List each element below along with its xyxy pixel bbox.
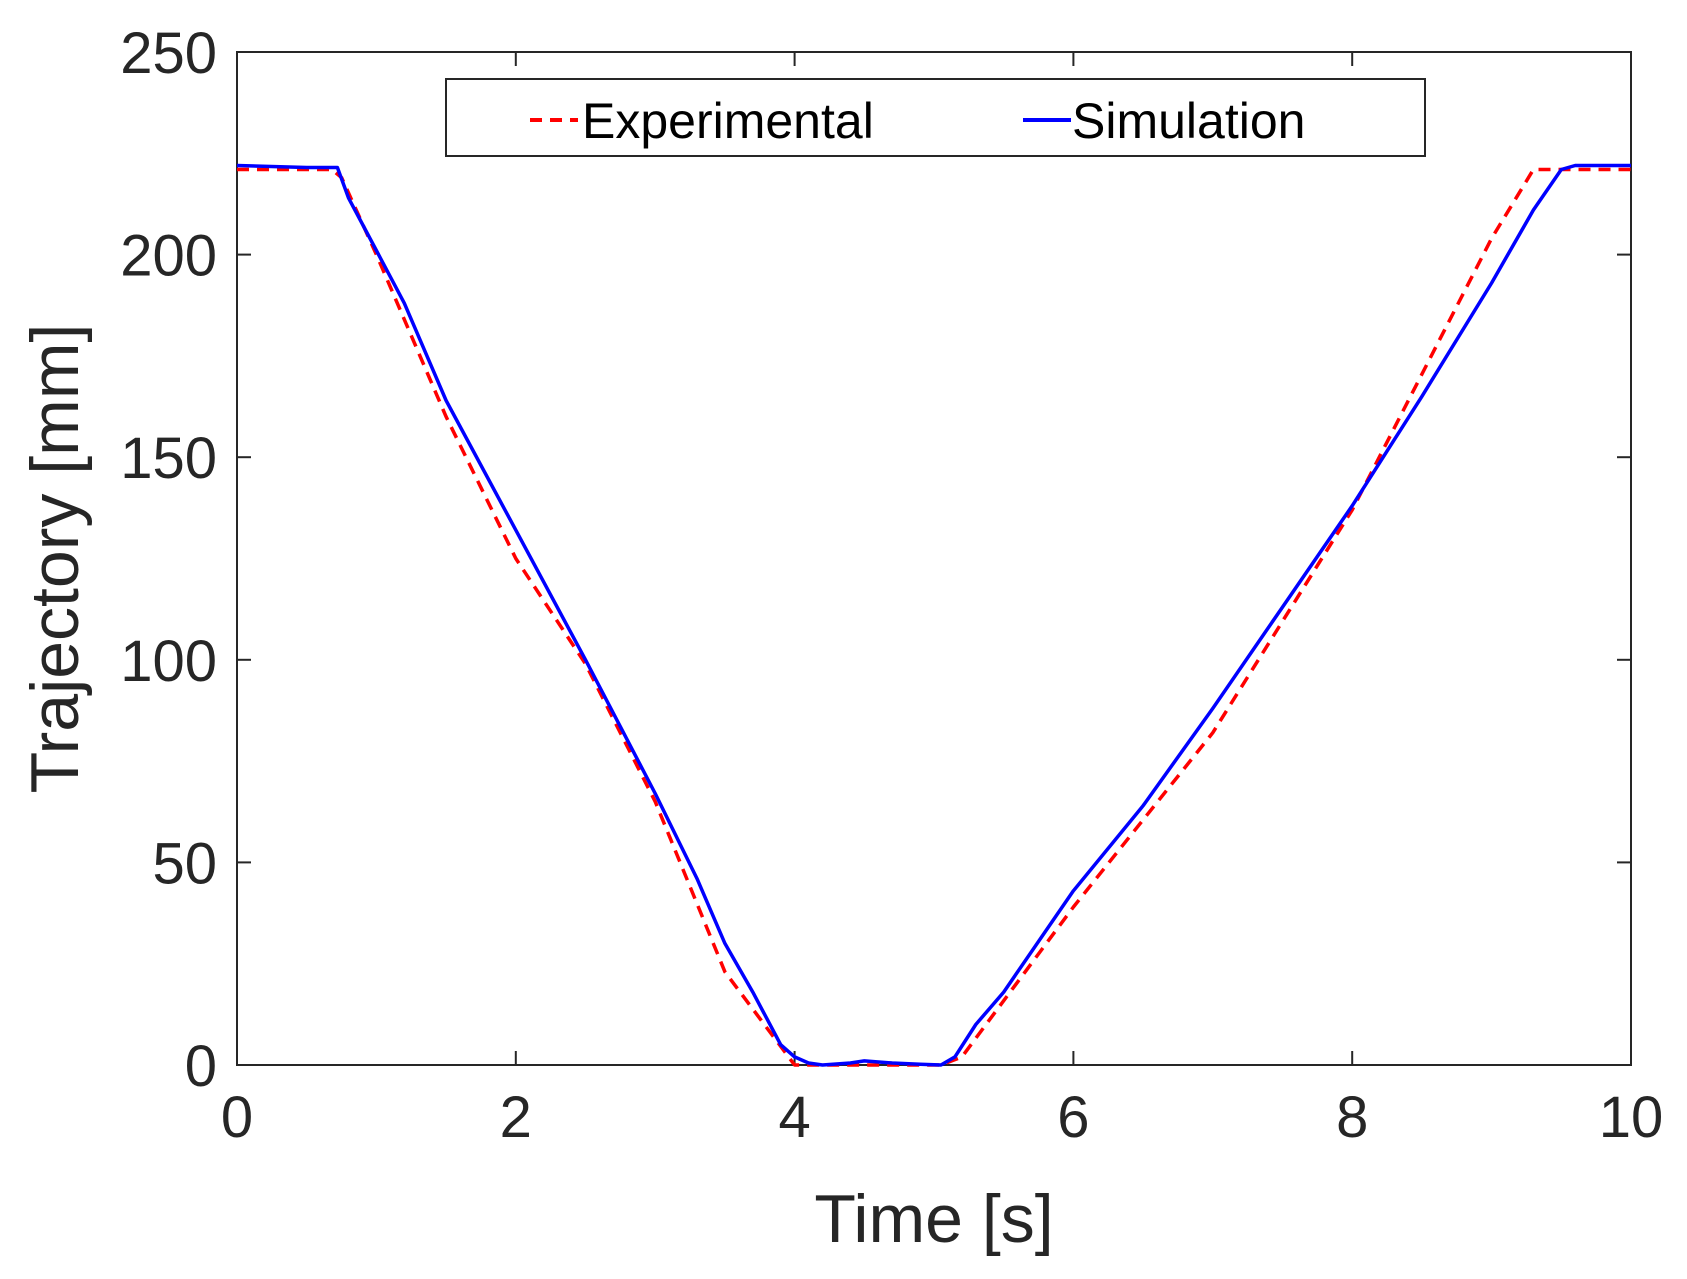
y-axis-label: Trajectory [mm] <box>17 324 93 794</box>
legend-label-simulation: Simulation <box>1072 93 1305 149</box>
x-tick-label: 8 <box>1336 1085 1368 1150</box>
legend-label-experimental: Experimental <box>582 93 874 149</box>
y-tick-label: 150 <box>120 426 217 491</box>
series-line-simulation <box>236 163 1631 1067</box>
y-tick-label: 200 <box>120 224 217 289</box>
y-tick-label: 100 <box>120 629 217 694</box>
x-tick-label: 6 <box>1057 1085 1089 1150</box>
data-series <box>236 163 1631 1067</box>
y-tick-label: 250 <box>120 21 217 86</box>
x-tick-label: 10 <box>1599 1085 1664 1150</box>
legend-box <box>445 78 1426 157</box>
legend: Experimental Simulation <box>445 78 1426 157</box>
series-line-experimental <box>237 167 1631 1067</box>
y-tick-label: 0 <box>185 1034 217 1099</box>
x-axis-label: Time [s] <box>814 1181 1053 1257</box>
y-tick-label: 50 <box>152 831 217 896</box>
x-tick-label: 0 <box>221 1085 253 1150</box>
plot-area-frame <box>236 51 1632 1066</box>
axis-ticks <box>236 51 1632 1066</box>
x-tick-label: 4 <box>778 1085 810 1150</box>
x-tick-label: 2 <box>500 1085 532 1150</box>
